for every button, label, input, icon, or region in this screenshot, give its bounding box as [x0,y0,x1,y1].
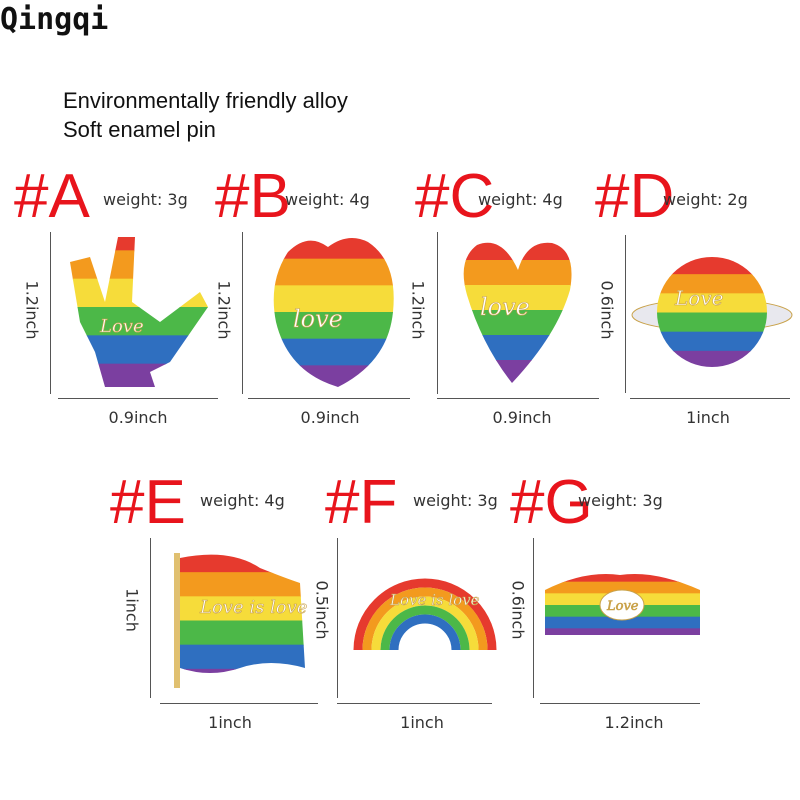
height-label: 0.6inch [597,280,617,340]
pin-text: Love [674,286,723,310]
width-line [160,703,318,704]
height-line [50,232,51,394]
rainbow-stripe [70,250,208,280]
rainbow-stripe [545,628,700,635]
height-label: 0.6inch [508,580,528,640]
rainbow-stripe [273,312,394,340]
rainbow-stripe [180,572,305,598]
rainbow-stripe [657,331,767,352]
width-line [248,398,410,399]
width-label: 0.9inch [492,408,552,427]
width-line [630,398,790,399]
pin-weight: weight: 3g [578,491,663,510]
planet-pin-image: Love [631,257,793,367]
width-line [540,703,700,704]
height-label: 1.2inch [408,280,428,340]
height-label: 0.5inch [312,580,332,640]
rainbow-stripe [463,285,572,311]
rainbow-stripe [273,258,394,287]
rainbow-stripe [70,237,208,252]
heart-pin-image: love [463,242,572,383]
rainbow-stripe [70,307,208,337]
type-line: Soft enamel pin [63,117,216,142]
pin-text: love [480,293,530,321]
height-line [337,538,338,698]
width-label: 0.9inch [108,408,168,427]
rainbow-stripe [463,335,572,361]
rainbow-stripe [180,620,305,646]
rainbow-stripe [70,335,208,365]
flag-pin-image: Love is love [174,553,308,688]
pin-weight: weight: 3g [413,491,498,510]
pin-tag: #B [215,162,291,231]
rainbow-stripe [545,581,700,595]
rainbow-stripe [180,554,305,574]
width-label: 1inch [686,408,730,427]
pin-weight: weight: 4g [200,491,285,510]
rainbow-stripe [273,285,394,313]
rainbow-stripe [545,616,700,630]
height-line [150,538,151,698]
height-line [437,232,438,394]
height-label: 1.2inch [22,280,42,340]
width-label: 1.2inch [604,713,664,732]
pin-tag: #E [110,468,186,537]
pin-weight: weight: 4g [478,190,563,209]
width-label: 1inch [208,713,252,732]
rainbow-stripe [545,574,700,583]
material-line: Environmentally friendly alloy [63,88,348,113]
rainbow-stripe [657,293,767,314]
pin-text: love [293,305,343,333]
pin-tag: #A [14,162,90,231]
rainbow-stripe [657,312,767,333]
anatomical-heart-pin-image: love [273,238,394,387]
pin-text: Love is love [389,591,480,609]
pin-text: Love is love [199,597,307,618]
height-line [625,235,626,393]
height-line [242,232,243,394]
pin-weight: weight: 2g [663,190,748,209]
rainbow-stripe [180,596,305,622]
width-line [437,398,599,399]
pin-tag: #D [595,162,675,231]
rainbow-stripe [657,274,767,295]
rainbow-stripe [463,242,572,261]
pin-weight: weight: 3g [103,190,188,209]
width-line [337,703,492,704]
rainbow-stripe [657,350,767,367]
hand-sign-pin-image: Love [70,237,208,387]
pin-text: Love [99,316,144,337]
width-line [58,398,218,399]
rainbow-stripe [70,363,208,387]
heart-hands-pin-image: Love [545,574,700,635]
rainbow-stripe [463,260,572,286]
height-label: 1.2inch [214,280,234,340]
height-line [533,538,534,698]
rainbow-stripe [657,257,767,276]
brand-name: Qingqi [0,2,109,37]
rainbow-stripe [180,668,305,674]
rainbow-stripe [273,365,394,387]
rainbow-stripe [70,278,208,308]
pin-tag: #F [325,468,398,537]
width-label: 1inch [400,713,444,732]
rainbow-stripe [273,238,394,260]
pin-text: Love [606,599,639,614]
pin-weight: weight: 4g [285,190,370,209]
rainbow-stripe [180,644,305,670]
rainbow-stripe [273,338,394,367]
rainbow-stripe [463,360,572,383]
rainbow-pin-image: Love is love [353,578,497,651]
pin-tag: #G [510,468,593,537]
pin-tag: #C [415,162,495,231]
height-label: 1inch [122,588,142,632]
width-label: 0.9inch [300,408,360,427]
